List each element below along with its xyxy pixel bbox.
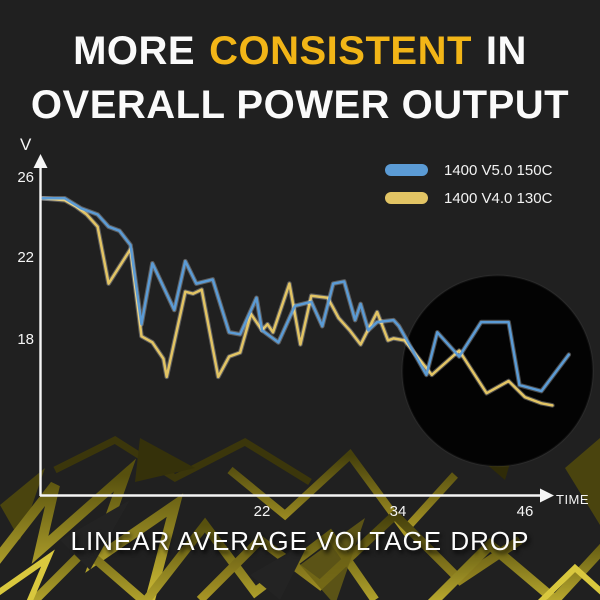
- x-tick-46: 46: [516, 503, 534, 520]
- y-axis-arrow: [33, 154, 48, 168]
- axes: [33, 154, 554, 503]
- x-axis-unit-label: TIME: [556, 492, 590, 507]
- y-axis-unit-label: V: [20, 135, 32, 154]
- x-axis-arrow: [540, 488, 554, 503]
- legend-swatch-yellow: [385, 192, 428, 204]
- y-tick-22: 22: [17, 249, 34, 266]
- x-tick-34: 34: [389, 503, 407, 520]
- highlight-circle: [401, 274, 594, 468]
- series-lines: [40, 196, 572, 408]
- y-tick-18: 18: [17, 331, 34, 348]
- title-word-in: IN: [485, 29, 527, 73]
- title-word-consistent: CONSISTENT: [209, 29, 472, 73]
- legend-item-v5: 1400 V5.0 150C: [385, 161, 552, 179]
- x-tick-22: 22: [253, 503, 271, 520]
- page-title: MORE CONSISTENT IN OVERALL POWER OUTPUT: [0, 24, 600, 132]
- title-line2: OVERALL POWER OUTPUT: [30, 83, 570, 127]
- legend-swatch-blue: [385, 164, 428, 176]
- title-word-more: MORE: [73, 29, 196, 73]
- chart-caption: LINEAR AVERAGE VOLTAGE DROP: [70, 526, 530, 556]
- lightning-decoration: [0, 430, 600, 600]
- legend-label-v4: 1400 V4.0 130C: [444, 189, 553, 207]
- legend-label-v5: 1400 V5.0 150C: [444, 161, 553, 179]
- y-tick-26: 26: [17, 169, 34, 186]
- chart-legend: 1400 V5.0 150C 1400 V4.0 130C: [385, 161, 552, 217]
- legend-item-v4: 1400 V4.0 130C: [385, 189, 552, 207]
